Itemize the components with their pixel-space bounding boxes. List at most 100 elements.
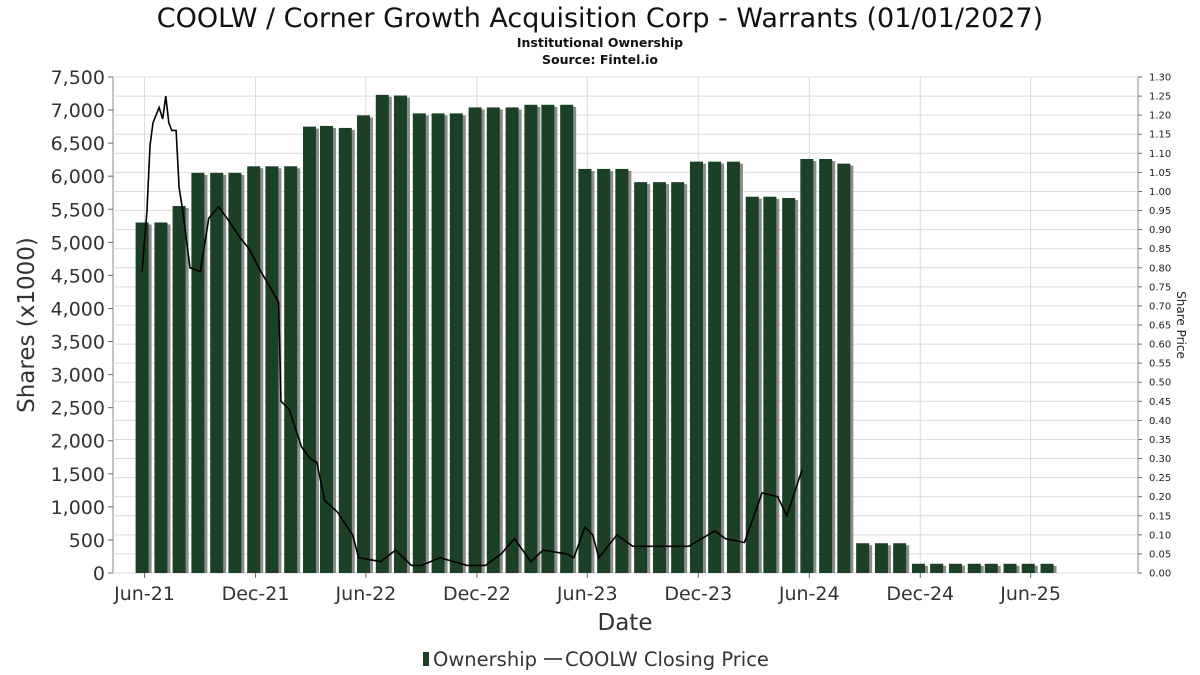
ownership-bar — [486, 107, 500, 574]
y-tick-label-right: 0.45 — [1149, 397, 1171, 408]
y-tick-label-right: 0.00 — [1149, 569, 1171, 580]
chart-subtitle-source: Source: Fintel.io — [542, 52, 658, 67]
y-tick-label-right: 1.15 — [1149, 130, 1171, 141]
ownership-bar — [745, 196, 759, 573]
x-tick-label: Jun-23 — [556, 583, 618, 605]
ownership-bar — [874, 543, 888, 573]
y-tick-label-right: 0.60 — [1149, 340, 1171, 351]
ownership-bar — [284, 166, 298, 573]
ownership-bar — [1040, 563, 1054, 573]
ownership-bar — [449, 113, 463, 573]
y-tick-label-right: 0.30 — [1149, 454, 1171, 465]
ownership-bar — [967, 563, 981, 573]
y-tick-label-right: 0.70 — [1149, 301, 1171, 312]
ownership-bar — [911, 563, 925, 573]
ownership-bar — [375, 94, 389, 573]
ownership-bar — [303, 126, 317, 573]
y-tick-label-right: 0.75 — [1149, 282, 1171, 293]
y-tick-label-left: 2,000 — [51, 431, 105, 453]
y-tick-label-left: 4,000 — [51, 298, 105, 320]
ownership-bar — [1021, 563, 1035, 573]
ownership-bar — [228, 172, 242, 574]
ownership-bar — [893, 543, 907, 573]
ownership-bar — [819, 159, 833, 573]
ownership-bar — [210, 172, 224, 574]
chart-subtitle-ownership: Institutional Ownership — [517, 35, 683, 50]
legend-ownership-label: Ownership — [433, 648, 537, 671]
y-tick-label-right: 0.90 — [1149, 225, 1171, 236]
ownership-bar — [763, 196, 777, 573]
ownership-bar — [191, 172, 205, 574]
y-tick-label-left: 3,000 — [51, 365, 105, 387]
y-tick-label-left: 4,500 — [51, 265, 105, 287]
y-tick-label-left: 1,500 — [51, 464, 105, 486]
y-tick-label-right: 0.05 — [1149, 549, 1171, 560]
y-tick-label-right: 0.80 — [1149, 263, 1171, 274]
y-tick-label-right: 0.25 — [1149, 473, 1171, 484]
y-tick-label-right: 0.10 — [1149, 530, 1171, 541]
ownership-bar — [468, 107, 482, 574]
chart-title: COOLW / Corner Growth Acquisition Corp -… — [157, 3, 1043, 34]
ownership-bar — [782, 198, 796, 574]
ownership-bar — [319, 125, 333, 574]
y-tick-label-left: 7,000 — [51, 100, 105, 122]
y-tick-label-left: 3,500 — [51, 332, 105, 354]
y-tick-label-right: 1.05 — [1149, 168, 1171, 179]
y-tick-label-left: 6,000 — [51, 166, 105, 188]
ownership-bar — [948, 563, 962, 573]
ownership-bar — [356, 115, 370, 573]
ownership-bar — [597, 168, 611, 573]
ownership-bar — [505, 107, 519, 574]
y-tick-label-right: 1.00 — [1149, 187, 1171, 198]
y-tick-label-right: 0.20 — [1149, 492, 1171, 503]
x-axis-label: Date — [598, 610, 653, 636]
y-tick-label-right: 0.15 — [1149, 511, 1171, 522]
ownership-bar — [393, 95, 407, 573]
ownership-bar — [726, 161, 740, 573]
y-tick-label-left: 6,500 — [51, 133, 105, 155]
y-tick-label-right: 0.85 — [1149, 244, 1171, 255]
ownership-bar — [247, 166, 261, 573]
ownership-bar — [689, 161, 703, 573]
y-tick-label-right: 1.25 — [1149, 92, 1171, 103]
y-tick-label-right: 0.65 — [1149, 321, 1171, 332]
ownership-bar — [615, 168, 629, 573]
ownership-bar — [578, 168, 592, 573]
ownership-bar — [634, 182, 648, 574]
x-tick-label: Dec-24 — [886, 583, 954, 605]
ownership-bar — [541, 104, 555, 573]
y-axis-right-label: Share Price — [1174, 291, 1188, 359]
y-tick-label-left: 2,500 — [51, 398, 105, 420]
x-tick-label: Jun-22 — [335, 583, 397, 605]
ownership-bar — [338, 127, 352, 573]
y-tick-label-right: 1.30 — [1149, 73, 1171, 84]
y-tick-label-right: 0.55 — [1149, 359, 1171, 370]
ownership-bars — [135, 94, 1057, 574]
ownership-bar — [135, 222, 149, 573]
legend: Ownership COOLW Closing Price — [423, 648, 769, 671]
price-line-group — [141, 95, 803, 567]
ownership-bar — [1003, 563, 1017, 573]
x-tick-label: Dec-21 — [222, 583, 290, 605]
legend-ownership-swatch — [423, 652, 429, 666]
ownership-bar — [560, 104, 574, 573]
x-tick-label: Jun-21 — [113, 583, 175, 605]
y-tick-label-right: 0.95 — [1149, 206, 1171, 217]
ownership-bar — [708, 161, 722, 573]
y-tick-label-right: 0.50 — [1149, 378, 1171, 389]
ownership-bar — [431, 113, 445, 573]
ownership-bar — [524, 104, 538, 573]
y-tick-label-right: 0.35 — [1149, 435, 1171, 446]
y-axis-right-ticks: 0.00 0.05 0.10 0.15 0.20 0.25 0.30 0.35 0.40 0.45… — [1138, 73, 1171, 580]
y-tick-label-left: 7,500 — [51, 67, 105, 89]
x-axis-ticks: Jun-21 Dec-21 Jun-22 Dec-22 Jun-23 Dec-23 Jun-… — [113, 573, 1061, 605]
y-tick-label-left: 5,500 — [51, 199, 105, 221]
y-axis-left-ticks: 0 500 1,000 1,500 2,000 2,500 3,000 3,500 4,000 4… — [51, 67, 113, 585]
y-tick-label-left: 5,000 — [51, 232, 105, 254]
y-tick-label-left: 1,000 — [51, 497, 105, 519]
y-tick-label-left: 0 — [93, 563, 105, 585]
y-tick-label-right: 1.10 — [1149, 149, 1171, 160]
ownership-bar — [412, 113, 426, 573]
y-tick-label-left: 500 — [69, 530, 105, 552]
